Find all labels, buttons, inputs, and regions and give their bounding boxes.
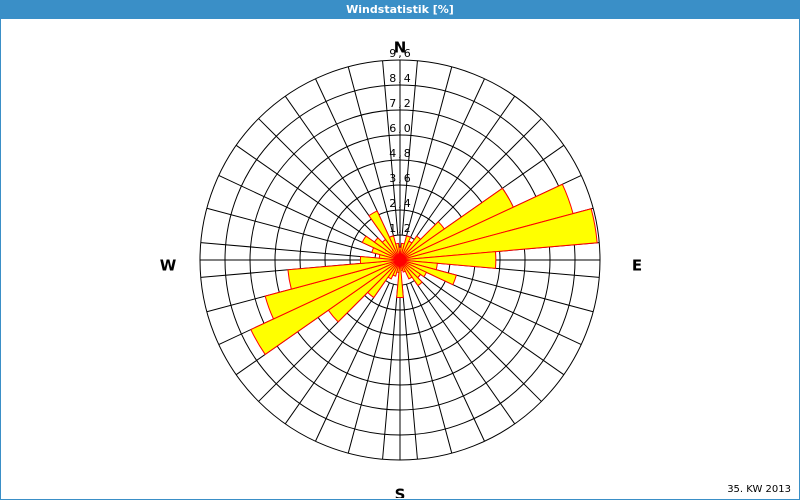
grid-spoke — [417, 277, 542, 402]
grid-spoke — [405, 66, 453, 236]
r-tick-label: 2,4 — [389, 197, 413, 210]
compass-label: S — [395, 486, 406, 499]
grid-spoke — [235, 144, 380, 247]
wind-sector — [250, 259, 401, 356]
grid-spoke — [413, 95, 516, 240]
wind-sector — [368, 210, 401, 261]
grid-spoke — [347, 66, 395, 236]
wind-sector — [395, 242, 401, 261]
wind-sector — [373, 237, 401, 261]
grid-spoke — [206, 207, 376, 255]
wind-sector — [399, 259, 423, 287]
footer: 35. KW 2013 — [727, 484, 791, 495]
compass-label: N — [394, 39, 407, 57]
wind-sector — [388, 235, 401, 261]
grid-spoke — [258, 118, 383, 243]
grid-spoke — [347, 284, 395, 454]
chart-title: Windstatistik [%] — [1, 1, 799, 19]
grid-spoke — [200, 242, 376, 259]
wind-sector — [359, 256, 401, 264]
compass-label: W — [160, 257, 177, 275]
r-tick-label: 7,2 — [389, 97, 413, 110]
wind-sector — [399, 208, 598, 261]
grid-spoke — [401, 284, 418, 460]
wind-sector — [399, 259, 413, 280]
r-tick-label: 3,6 — [389, 172, 413, 185]
wind-sector — [264, 259, 401, 320]
wind-sector — [399, 251, 497, 269]
grid-spoke — [405, 284, 453, 454]
grid-spoke — [410, 78, 485, 238]
grid-spoke — [401, 60, 418, 236]
compass-label: E — [632, 257, 642, 275]
grid-spoke — [284, 280, 387, 425]
grid-spoke — [382, 60, 399, 236]
r-tick-label: 8,4 — [389, 72, 413, 85]
grid-spoke — [218, 175, 378, 250]
r-tick-label: 4,8 — [389, 147, 413, 160]
wind-sector — [287, 259, 401, 290]
grid-spoke — [410, 282, 485, 442]
r-tick-label: 6,0 — [389, 122, 413, 135]
grid-spoke — [413, 280, 516, 425]
grid-spoke — [382, 284, 399, 460]
chart: 1,2 2,4 3,6 4,8 6,0 7,2 8,4 9,6N E S W — [160, 39, 642, 500]
r-tick-label: 9,6 — [389, 47, 413, 60]
r-tick-label: 1,2 — [389, 222, 413, 235]
grid-spoke — [315, 282, 390, 442]
wind-sector — [361, 235, 401, 261]
wind-sector — [396, 259, 404, 298]
grid-spoke — [420, 273, 565, 376]
